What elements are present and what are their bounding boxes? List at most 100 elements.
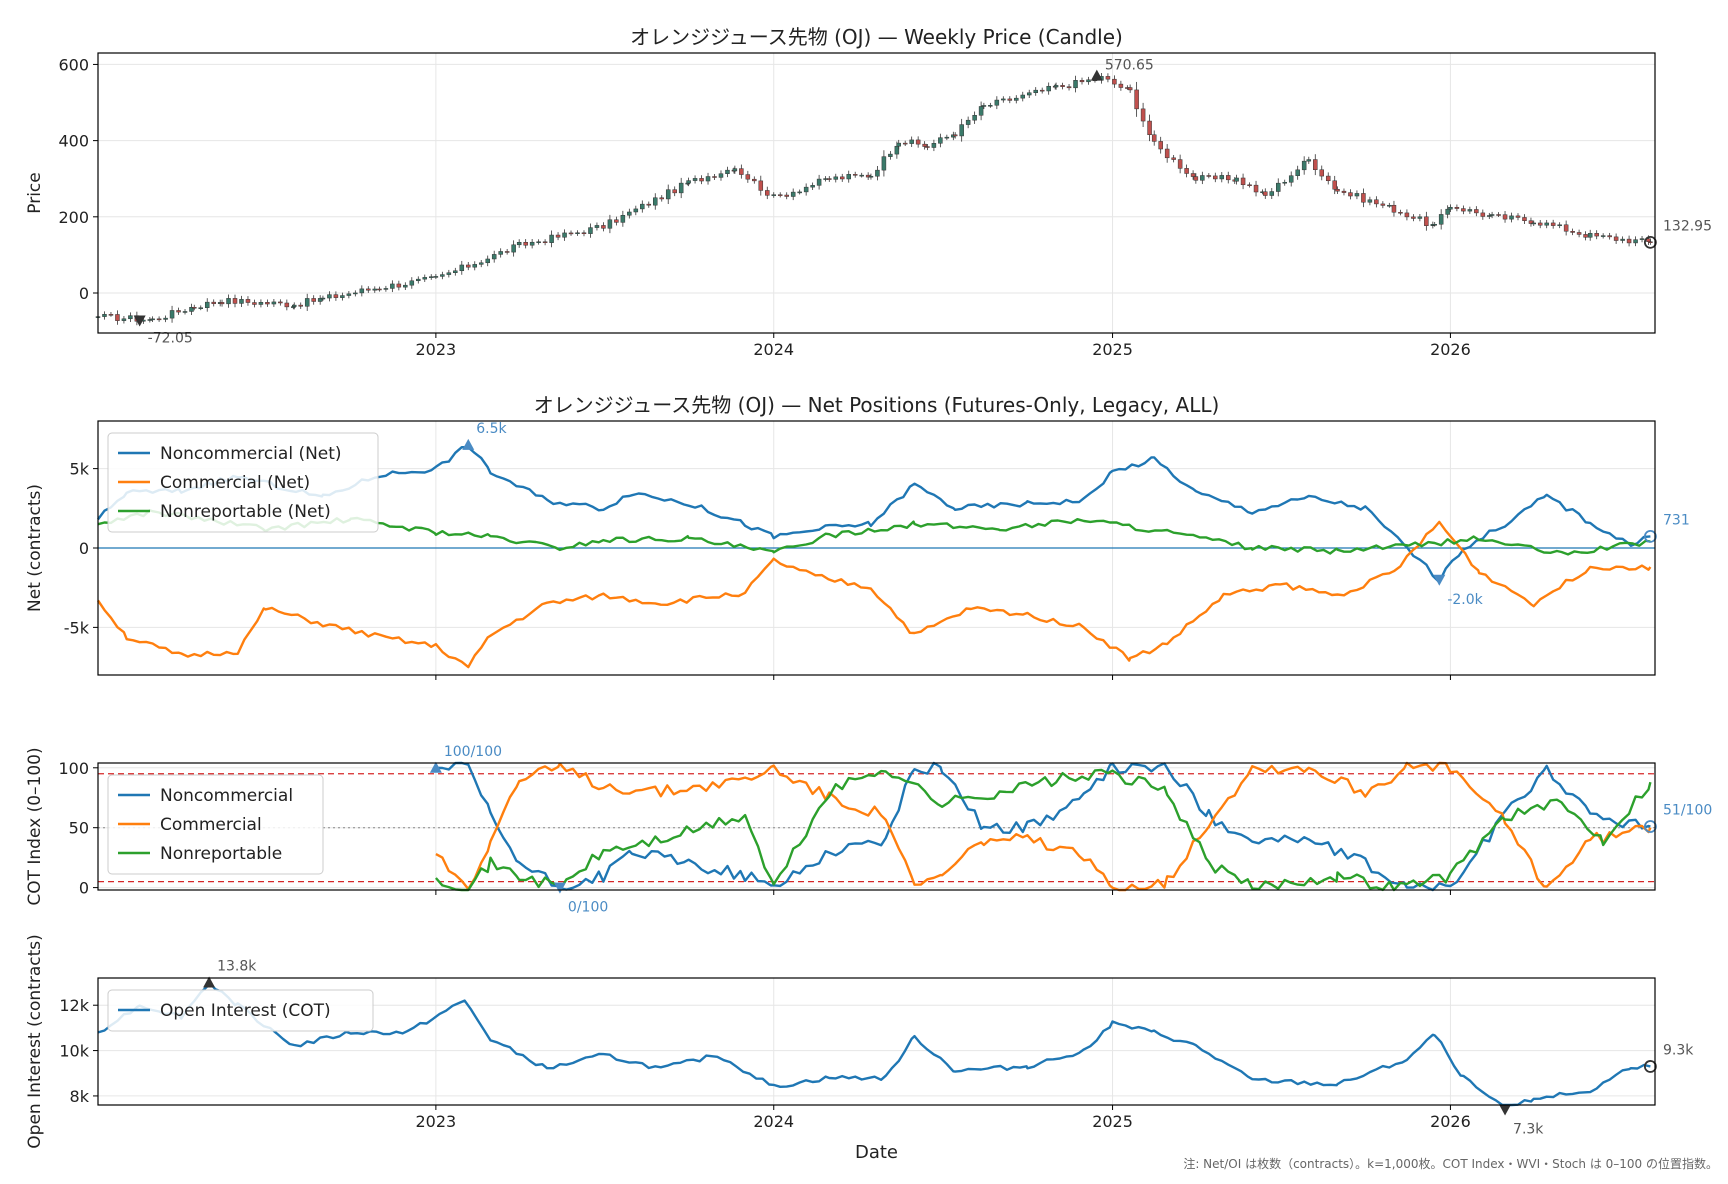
candle-body xyxy=(1007,98,1013,101)
candle-body xyxy=(1417,216,1423,219)
candle-body xyxy=(562,232,567,238)
candle-body xyxy=(239,299,244,304)
candle-body xyxy=(440,274,445,277)
y-axis-label: COT Index (0–100) xyxy=(25,747,45,905)
candle-body xyxy=(765,190,770,196)
candle-body xyxy=(575,232,580,234)
candle-body xyxy=(1583,234,1588,238)
series-line-commercial-net- xyxy=(97,520,1652,669)
min-value-label: 7.3k xyxy=(1513,1122,1544,1138)
x-tick-label: 2026 xyxy=(1430,1112,1471,1131)
candle-body xyxy=(803,186,809,193)
candle-body xyxy=(1487,215,1492,217)
legend-box xyxy=(107,432,379,533)
candle-body xyxy=(1014,97,1019,101)
candle-body xyxy=(915,139,921,145)
panel-2: 5k 0 -5k オレンジジュース先物 (OJ) — Net Positions (F… xyxy=(25,393,1690,680)
candle-body xyxy=(790,191,796,197)
x-tick-label: 2023 xyxy=(416,1112,457,1131)
candle-body xyxy=(453,270,458,273)
candle-body xyxy=(198,307,204,309)
candle-body xyxy=(1587,233,1593,238)
series-line-nonreportable xyxy=(434,768,1652,892)
legend-label: Noncommercial (Net) xyxy=(160,444,342,464)
min-marker xyxy=(1433,574,1446,586)
candle-body xyxy=(498,251,503,255)
candle-body xyxy=(459,264,465,272)
candle-body xyxy=(1060,85,1065,87)
candle-body xyxy=(1219,175,1225,180)
candle-body xyxy=(1171,157,1176,160)
candle-body xyxy=(846,174,851,180)
candle-body xyxy=(784,194,789,197)
candle-body xyxy=(1319,169,1325,177)
candle-body xyxy=(646,203,652,206)
candle-body xyxy=(875,169,880,177)
x-tick-label: 2025 xyxy=(1092,340,1133,359)
candle-body xyxy=(511,244,516,253)
candle-body xyxy=(333,294,339,298)
candle-body xyxy=(108,314,114,316)
candle-body xyxy=(422,277,428,280)
legend-label: Open Interest (COT) xyxy=(160,1001,331,1021)
last-value-label: 731 xyxy=(1663,512,1690,528)
candle-body xyxy=(902,142,908,145)
candle-body xyxy=(163,317,168,320)
candle-body xyxy=(1269,191,1275,196)
candle-body xyxy=(169,310,175,319)
candle-body xyxy=(491,254,497,260)
candle-body xyxy=(620,215,626,223)
y-tick-label: 8k xyxy=(70,1087,90,1106)
x-tick-label: 2024 xyxy=(753,1112,794,1131)
candle-body xyxy=(219,302,225,305)
candle-body xyxy=(1147,120,1152,135)
candle-body xyxy=(1282,181,1287,184)
x-tick-label: 2026 xyxy=(1430,340,1471,359)
min-value-label: 0/100 xyxy=(568,900,608,916)
candle-body xyxy=(320,297,326,300)
candle-body xyxy=(868,175,874,178)
candle-body xyxy=(1607,235,1612,238)
candle-body xyxy=(1374,199,1379,205)
candle-body xyxy=(1190,173,1196,177)
max-value-label: 100/100 xyxy=(444,744,502,760)
y-axis-label: Price xyxy=(25,172,45,213)
candle-body xyxy=(1164,148,1170,159)
plot-border xyxy=(97,762,1656,891)
candle-body xyxy=(340,295,345,298)
candle-body xyxy=(1626,238,1632,244)
candle-body xyxy=(1127,87,1133,91)
candle-body xyxy=(833,176,839,180)
y-axis-label: Open Interest (contracts) xyxy=(25,934,45,1148)
candle-body xyxy=(1039,89,1045,92)
candle-body xyxy=(472,264,478,268)
candle-body xyxy=(588,227,593,234)
candle-body xyxy=(777,194,783,196)
candle-body xyxy=(909,139,914,144)
candle-body xyxy=(581,232,587,234)
legend-label: Nonreportable (Net) xyxy=(160,502,331,522)
candle-body xyxy=(1112,78,1117,85)
candle-body xyxy=(409,280,415,286)
candle-body xyxy=(959,124,964,137)
y-tick-label: 0 xyxy=(79,284,89,303)
candle-body xyxy=(852,174,858,176)
candle-body xyxy=(189,306,194,312)
candle-body xyxy=(377,288,382,291)
candle-body xyxy=(1404,212,1410,218)
candle-body xyxy=(1325,175,1331,182)
candle-body xyxy=(614,219,619,223)
candle-body xyxy=(978,106,984,116)
candle-body xyxy=(672,189,677,194)
y-tick-label: 50 xyxy=(69,819,89,838)
candle-body xyxy=(994,99,1000,106)
legend-label: Commercial xyxy=(160,815,262,835)
x-tick-label: 2024 xyxy=(753,340,794,359)
candle-body xyxy=(291,304,297,307)
y-tick-label: 600 xyxy=(58,55,89,74)
candle-body xyxy=(1600,235,1606,237)
candle-body xyxy=(1263,191,1268,196)
candle-body xyxy=(797,191,802,194)
candle-body xyxy=(549,234,554,243)
panel-3: 0 50 100 COT Index (0–100) 100/100 0/100 51/10… xyxy=(25,744,1712,916)
